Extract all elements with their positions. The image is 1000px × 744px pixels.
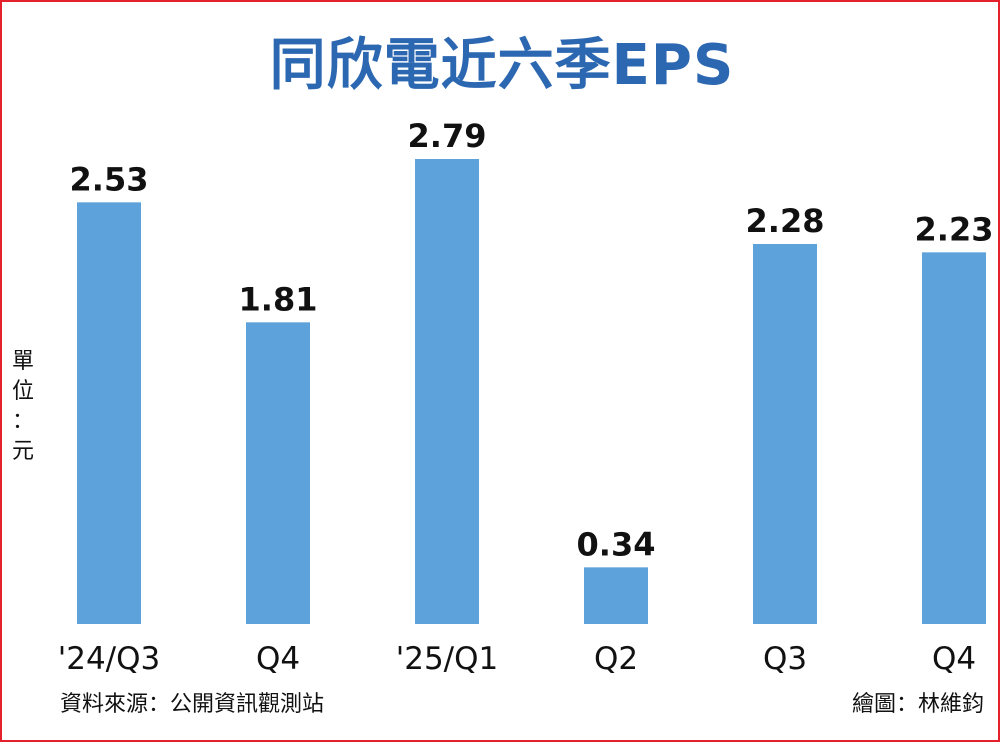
bar-5 <box>922 252 986 625</box>
data-source: 資料來源：公開資訊觀測站 <box>60 692 325 717</box>
category-label-5: Q4 <box>932 641 976 677</box>
category-label-1: Q4 <box>256 641 300 677</box>
bar-4 <box>753 244 817 624</box>
bar-2 <box>415 159 479 624</box>
value-label-3: 0.34 <box>577 525 656 563</box>
chart-title: 同欣電近六季EPS <box>269 33 735 98</box>
value-label-2: 2.79 <box>408 117 487 155</box>
value-label-4: 2.28 <box>746 202 825 240</box>
category-label-3: Q2 <box>594 641 638 677</box>
unit-label: 單 位 ： 元 <box>11 349 34 464</box>
bar-1 <box>246 322 310 624</box>
category-label-2: '25/Q1 <box>396 641 499 677</box>
value-label-5: 2.23 <box>915 210 994 248</box>
category-label-0: '24/Q3 <box>58 641 161 677</box>
bar-3 <box>584 567 648 624</box>
graphic-credit: 繪圖：林維鈞 <box>851 692 984 717</box>
bar-0 <box>77 202 141 625</box>
category-label-4: Q3 <box>763 641 807 677</box>
value-label-0: 2.53 <box>70 160 149 198</box>
value-label-1: 1.81 <box>239 280 318 318</box>
